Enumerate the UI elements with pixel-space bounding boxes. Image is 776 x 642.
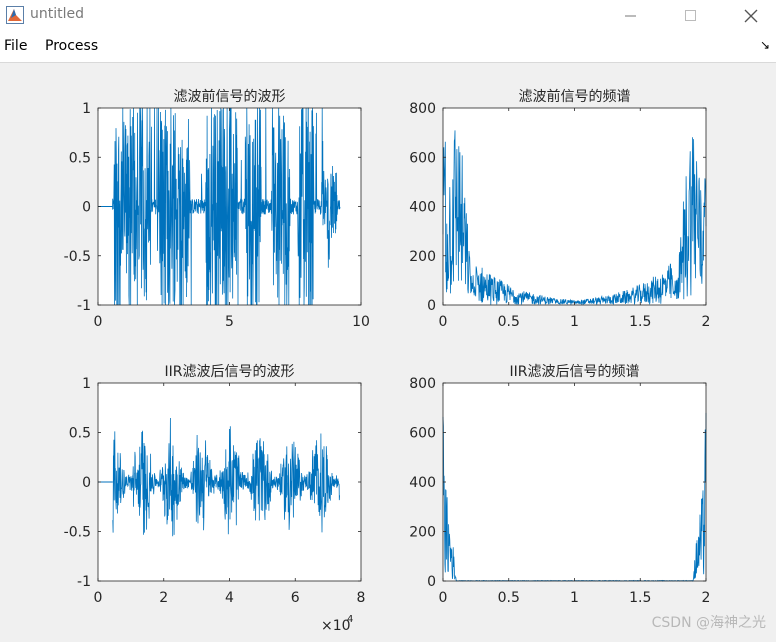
- x-tick-label: 10: [352, 314, 370, 330]
- axes-3: [97, 382, 362, 582]
- x-tick-label: 8: [357, 590, 366, 606]
- y-tick-label: -1: [77, 298, 91, 314]
- y-tick-label: -0.5: [64, 249, 91, 265]
- y-tick-label: 0: [82, 475, 91, 491]
- x-tick-label: 0.5: [498, 314, 520, 330]
- y-tick-label: 800: [409, 101, 436, 117]
- axes-title: 滤波前信号的波形: [174, 88, 286, 105]
- axes-background: [443, 108, 706, 305]
- axes-4: [442, 382, 707, 582]
- x-exponent-power: 4: [347, 614, 353, 625]
- axes-2: [442, 107, 707, 306]
- y-tick-label: 400: [409, 200, 436, 216]
- x-tick-label: 1.5: [629, 314, 651, 330]
- x-tick-label: 1: [570, 590, 579, 606]
- y-tick-label: 0: [427, 298, 436, 314]
- axes-1: [97, 107, 362, 306]
- x-tick-label: 0: [94, 314, 103, 330]
- y-tick-label: 0: [427, 574, 436, 590]
- y-tick-label: 800: [409, 376, 436, 392]
- x-tick-label: 0: [94, 590, 103, 606]
- x-tick-label: 0: [439, 314, 448, 330]
- minimize-icon: [625, 15, 636, 17]
- x-tick-label: 0: [439, 590, 448, 606]
- x-tick-label: 4: [225, 590, 234, 606]
- x-exponent-label: ×10: [321, 618, 351, 634]
- y-tick-label: 0.5: [69, 150, 91, 166]
- minimize-button[interactable]: [608, 0, 654, 32]
- x-tick-label: 2: [159, 590, 168, 606]
- series-line: [112, 417, 340, 537]
- watermark: CSDN @海神之光: [651, 615, 766, 631]
- y-tick-label: 0: [82, 200, 91, 216]
- y-tick-label: 200: [409, 249, 436, 265]
- matlab-figure-icon: [6, 6, 24, 24]
- y-tick-label: 1: [82, 101, 91, 117]
- menu-process[interactable]: Process: [45, 38, 99, 54]
- y-tick-label: 400: [409, 475, 436, 491]
- series-line: [112, 107, 341, 306]
- y-tick-label: 600: [409, 426, 436, 442]
- menu-file[interactable]: File: [4, 38, 28, 54]
- window-titlebar: untitled: [0, 0, 776, 32]
- x-tick-label: 1: [570, 314, 579, 330]
- y-tick-label: 600: [409, 150, 436, 166]
- maximize-icon: [685, 10, 696, 21]
- maximize-button[interactable]: [668, 0, 714, 32]
- dock-arrow-icon[interactable]: ↘: [759, 38, 770, 52]
- x-tick-label: 6: [291, 590, 300, 606]
- y-tick-label: 200: [409, 525, 436, 541]
- close-icon: [744, 9, 758, 23]
- window-title: untitled: [30, 6, 85, 22]
- x-tick-label: 2: [702, 590, 711, 606]
- axes-background: [443, 383, 706, 581]
- x-tick-label: 5: [225, 314, 234, 330]
- y-tick-label: 0.5: [69, 426, 91, 442]
- x-tick-label: 2: [702, 314, 711, 330]
- menubar: File Process ↘: [0, 32, 776, 63]
- axes-title: IIR滤波后信号的波形: [165, 364, 295, 380]
- axes-title: IIR滤波后信号的频谱: [510, 364, 640, 380]
- figure-canvas: 0 5 10 -1 -0.5 0 0.5 1 滤波前信号的波形 0 0.5 1 1.5 2 0 200 400 6…: [0, 63, 776, 638]
- axes-title: 滤波前信号的频谱: [519, 88, 631, 105]
- x-tick-label: 1.5: [629, 590, 651, 606]
- y-tick-label: 1: [82, 376, 91, 392]
- x-tick-label: 0.5: [498, 590, 520, 606]
- y-tick-label: -0.5: [64, 525, 91, 541]
- y-tick-label: -1: [77, 574, 91, 590]
- close-button[interactable]: [728, 0, 774, 32]
